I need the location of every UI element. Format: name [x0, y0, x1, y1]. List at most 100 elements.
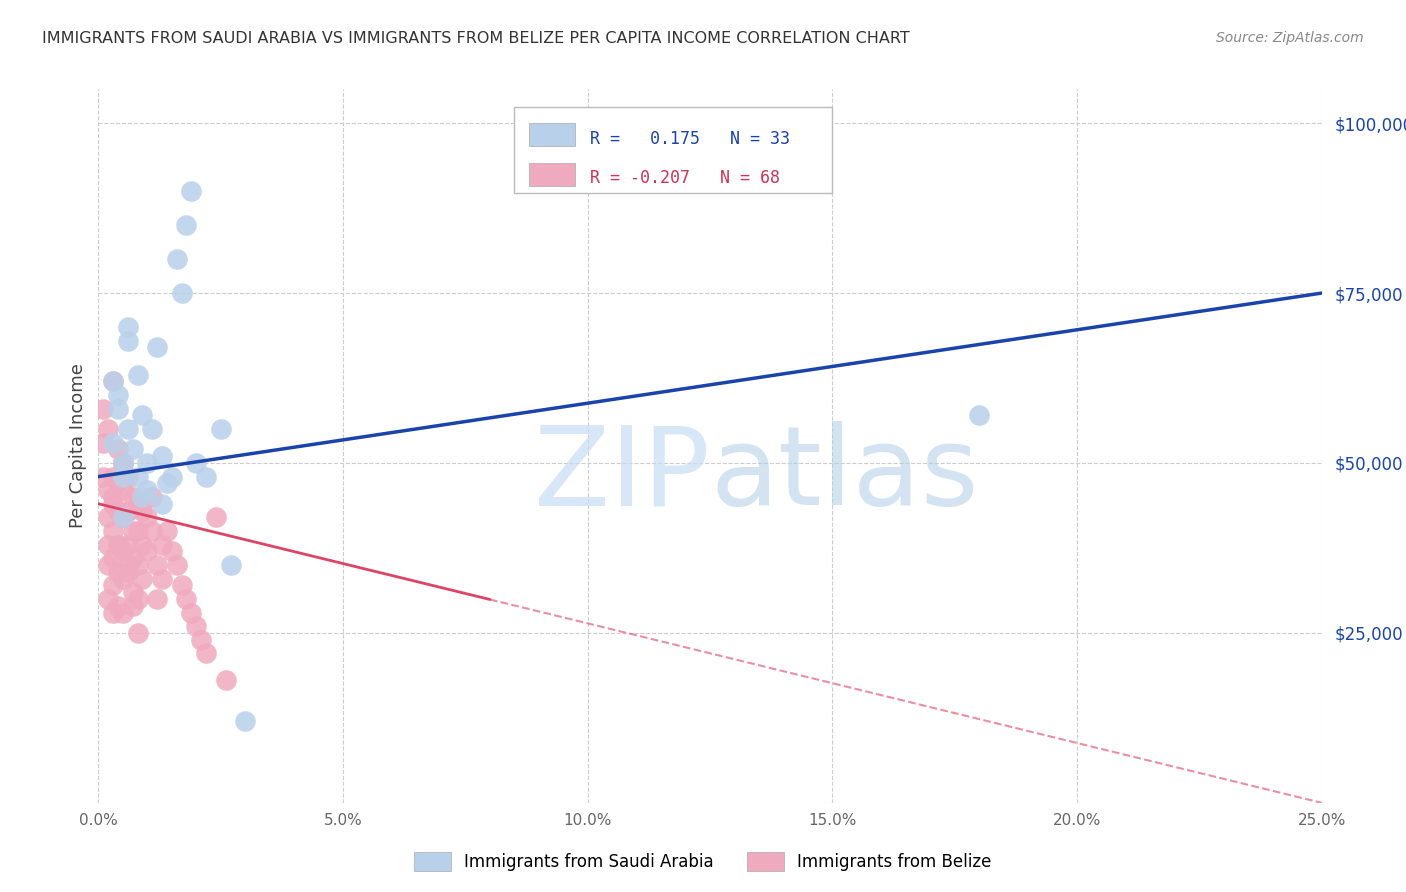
Point — [111, 469, 134, 483]
Point — [190, 632, 212, 647]
FancyBboxPatch shape — [515, 107, 832, 193]
Point — [101, 578, 124, 592]
Point — [146, 591, 169, 606]
Point — [195, 646, 218, 660]
Point — [107, 401, 129, 416]
Point — [121, 442, 143, 457]
Point — [219, 558, 242, 572]
Point — [160, 544, 183, 558]
Point — [101, 497, 124, 511]
Point — [117, 558, 139, 572]
Point — [117, 537, 139, 551]
Point — [107, 476, 129, 491]
Point — [117, 503, 139, 517]
Point — [111, 456, 134, 470]
Point — [146, 341, 169, 355]
Point — [176, 218, 198, 232]
Text: ZIP: ZIP — [534, 421, 710, 528]
Point — [150, 497, 173, 511]
Point — [91, 469, 114, 483]
Point — [111, 544, 134, 558]
Point — [121, 599, 143, 613]
Point — [111, 456, 134, 470]
Point — [97, 422, 120, 436]
Point — [107, 537, 129, 551]
Point — [101, 375, 124, 389]
Point — [97, 510, 120, 524]
Point — [205, 510, 228, 524]
Point — [166, 558, 188, 572]
FancyBboxPatch shape — [529, 122, 575, 145]
Point — [111, 510, 134, 524]
Point — [107, 442, 129, 457]
Point — [136, 456, 159, 470]
Point — [170, 286, 193, 301]
Point — [131, 572, 153, 586]
Point — [111, 606, 134, 620]
Point — [117, 565, 139, 579]
Point — [107, 599, 129, 613]
Point — [101, 551, 124, 566]
Point — [141, 422, 163, 436]
Point — [117, 334, 139, 348]
Point — [186, 456, 208, 470]
Point — [121, 490, 143, 504]
Point — [97, 483, 120, 498]
Point — [156, 524, 179, 538]
Point — [117, 469, 139, 483]
Point — [141, 524, 163, 538]
Point — [111, 510, 134, 524]
Point — [150, 572, 173, 586]
Point — [91, 401, 114, 416]
Point — [111, 456, 134, 470]
Text: R =   0.175   N = 33: R = 0.175 N = 33 — [591, 130, 790, 148]
Point — [107, 503, 129, 517]
Point — [170, 578, 193, 592]
Point — [117, 320, 139, 334]
Point — [160, 469, 183, 483]
Point — [141, 490, 163, 504]
Point — [121, 524, 143, 538]
Point — [107, 565, 129, 579]
Point — [121, 585, 143, 599]
Point — [91, 435, 114, 450]
Point — [117, 422, 139, 436]
Point — [136, 544, 159, 558]
Point — [101, 375, 124, 389]
Point — [101, 524, 124, 538]
Point — [127, 591, 149, 606]
Legend: Immigrants from Saudi Arabia, Immigrants from Belize: Immigrants from Saudi Arabia, Immigrants… — [406, 843, 1000, 880]
Text: R = -0.207   N = 68: R = -0.207 N = 68 — [591, 169, 780, 186]
Text: atlas: atlas — [710, 421, 979, 528]
Point — [131, 409, 153, 423]
Point — [156, 476, 179, 491]
Point — [150, 537, 173, 551]
Point — [186, 619, 208, 633]
FancyBboxPatch shape — [529, 162, 575, 186]
Point — [101, 490, 124, 504]
Point — [180, 184, 202, 198]
Point — [214, 673, 236, 688]
Point — [180, 606, 202, 620]
Point — [107, 388, 129, 402]
Point — [127, 368, 149, 382]
Point — [131, 503, 153, 517]
Y-axis label: Per Capita Income: Per Capita Income — [69, 364, 87, 528]
Text: Source: ZipAtlas.com: Source: ZipAtlas.com — [1216, 31, 1364, 45]
Point — [127, 524, 149, 538]
Point — [127, 469, 149, 483]
Point — [195, 469, 218, 483]
Point — [97, 591, 120, 606]
Point — [136, 510, 159, 524]
Point — [131, 537, 153, 551]
Point — [97, 537, 120, 551]
Point — [111, 483, 134, 498]
Point — [146, 558, 169, 572]
Point — [97, 558, 120, 572]
Point — [121, 551, 143, 566]
Point — [131, 490, 153, 504]
Point — [233, 714, 256, 729]
Point — [176, 591, 198, 606]
Point — [111, 572, 134, 586]
Point — [101, 435, 124, 450]
